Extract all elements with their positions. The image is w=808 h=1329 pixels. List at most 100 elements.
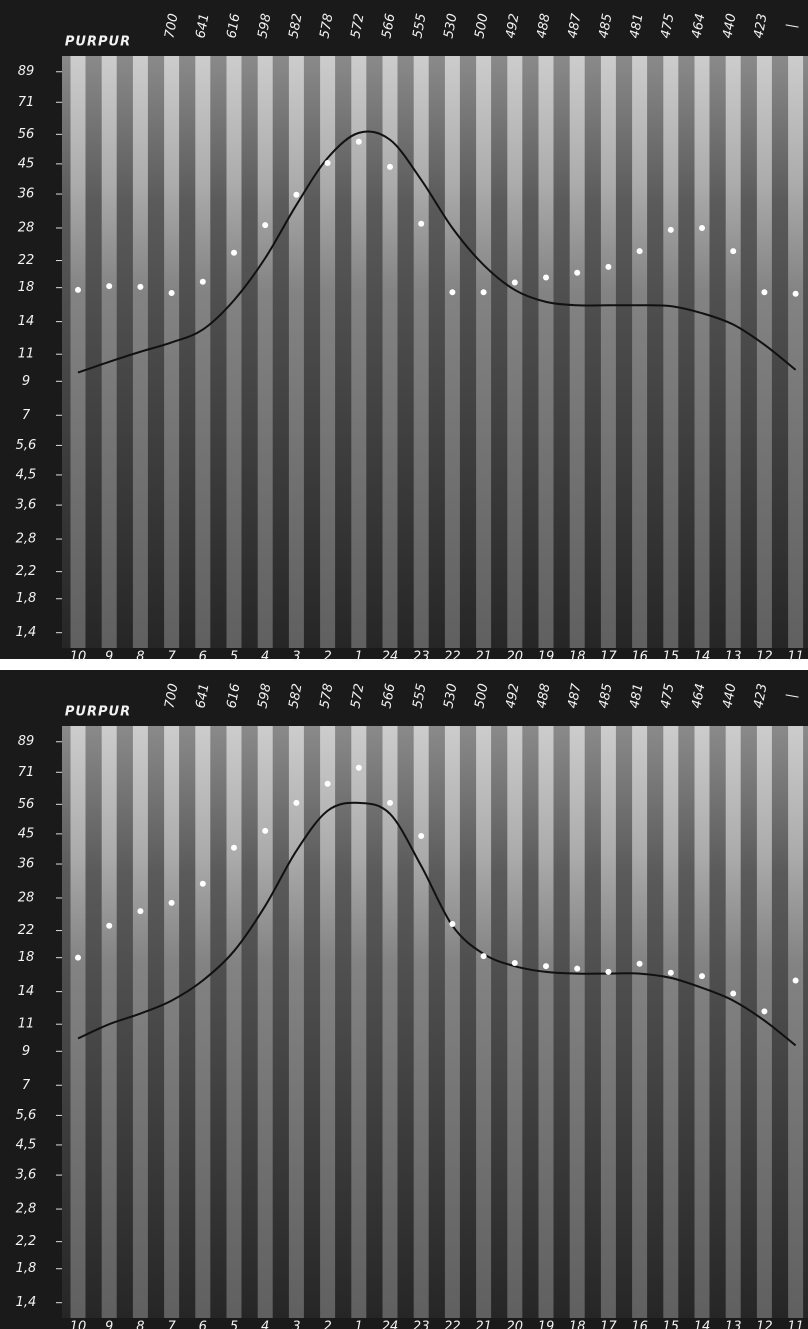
- stripe: [663, 56, 678, 648]
- stripe: [289, 56, 304, 648]
- stripe: [227, 726, 242, 1318]
- data-point: [793, 978, 799, 984]
- data-point: [387, 800, 393, 806]
- x-tick-label: 1: [355, 1320, 363, 1329]
- data-point: [325, 160, 331, 166]
- y-tick-label: 28: [18, 890, 35, 905]
- stripe: [414, 56, 429, 648]
- y-tick-label: 9: [22, 1044, 30, 1059]
- stripe: [632, 56, 647, 648]
- x-tick-label: 15: [663, 650, 680, 665]
- x-tick-label: 5: [230, 1320, 238, 1329]
- stripe: [507, 56, 522, 648]
- x-tick-label: 11: [787, 650, 804, 665]
- y-tick-label: 2,8: [16, 532, 37, 547]
- stripe: [320, 56, 335, 648]
- data-point: [75, 287, 81, 293]
- x-tick-label: 8: [136, 1320, 144, 1329]
- x-tick-label: 13: [725, 1320, 742, 1329]
- y-tick-label: 18: [18, 280, 35, 295]
- y-tick-label: 9: [22, 374, 30, 389]
- data-point: [574, 270, 580, 276]
- y-tick-label: 45: [18, 826, 35, 841]
- stripe: [164, 56, 179, 648]
- page: {"chart_data": [ {"type": "line", "log_s…: [0, 0, 808, 1329]
- x-tick-label: 10: [70, 1320, 87, 1329]
- data-point: [293, 192, 299, 198]
- data-point: [761, 289, 767, 295]
- stripe: [757, 56, 772, 648]
- data-point: [668, 970, 674, 976]
- y-tick-label: 45: [18, 156, 35, 171]
- x-tick-label: 19: [538, 1320, 555, 1329]
- y-tick-label: 18: [18, 950, 35, 965]
- x-tick-label: 21: [475, 650, 492, 665]
- y-tick-label: 89: [18, 734, 35, 749]
- stripe: [757, 726, 772, 1318]
- y-tick-label: 14: [18, 984, 35, 999]
- data-point: [137, 908, 143, 914]
- stripe: [601, 726, 616, 1318]
- x-tick-label: 17: [600, 650, 617, 665]
- y-tick-label: 3,6: [16, 1168, 37, 1183]
- stripe: [695, 56, 710, 648]
- data-point: [637, 961, 643, 967]
- stripe: [351, 56, 366, 648]
- data-point: [262, 828, 268, 834]
- x-tick-label: 18: [569, 650, 586, 665]
- x-tick-label: 2: [323, 1320, 331, 1329]
- y-tick-label: 2,8: [16, 1202, 37, 1217]
- data-point: [761, 1008, 767, 1014]
- data-point: [137, 284, 143, 290]
- stripe: [71, 56, 86, 648]
- stripe: [476, 726, 491, 1318]
- data-point: [481, 289, 487, 295]
- data-point: [730, 991, 736, 997]
- header-label: PURPUR: [65, 705, 131, 720]
- x-tick-label: 4: [261, 650, 269, 665]
- data-point: [793, 291, 799, 297]
- x-tick-label: 21: [475, 1320, 492, 1329]
- data-point: [449, 289, 455, 295]
- data-point: [481, 953, 487, 959]
- stripe: [539, 56, 554, 648]
- data-point: [699, 973, 705, 979]
- x-tick-label: 3: [292, 1320, 300, 1329]
- x-tick-label: 19: [538, 650, 555, 665]
- x-tick-label: 20: [507, 1320, 524, 1329]
- x-tick-label: 2: [323, 650, 331, 665]
- stripe: [414, 726, 429, 1318]
- x-tick-label: 14: [694, 650, 711, 665]
- x-tick-label: 7: [167, 650, 176, 665]
- data-point: [543, 963, 549, 969]
- data-point: [75, 955, 81, 961]
- y-tick-label: 4,5: [16, 467, 37, 482]
- data-point: [356, 139, 362, 145]
- data-point: [356, 765, 362, 771]
- y-tick-label: 56: [18, 127, 35, 142]
- y-tick-label: 71: [18, 765, 35, 780]
- x-tick-label: 6: [199, 1320, 207, 1329]
- stripe: [695, 726, 710, 1318]
- x-tick-label: 22: [444, 1320, 461, 1329]
- x-tick-label: 1: [355, 650, 363, 665]
- x-tick-label: 16: [631, 650, 648, 665]
- stripe: [507, 726, 522, 1318]
- y-tick-label: 2,2: [16, 1234, 37, 1249]
- stripe: [539, 726, 554, 1318]
- data-point: [574, 966, 580, 972]
- stripe: [632, 726, 647, 1318]
- stripe: [476, 56, 491, 648]
- stripe: [788, 56, 803, 648]
- stripe: [351, 726, 366, 1318]
- y-tick-label: 7: [22, 1078, 31, 1093]
- y-tick-label: 22: [18, 923, 35, 938]
- x-tick-label: 17: [600, 1320, 617, 1329]
- data-point: [512, 960, 518, 966]
- stripe: [663, 726, 678, 1318]
- y-tick-label: 1,8: [16, 1261, 37, 1276]
- y-tick-label: 56: [18, 797, 35, 812]
- y-tick-label: 28: [18, 220, 35, 235]
- stripe: [788, 726, 803, 1318]
- x-tick-label: 6: [199, 650, 207, 665]
